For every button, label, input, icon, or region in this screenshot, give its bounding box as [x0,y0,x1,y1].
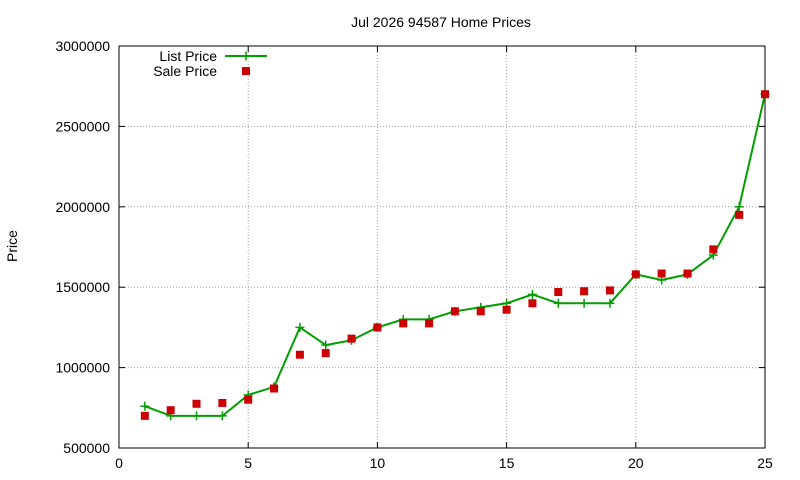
data-point-sale-price [140,411,149,420]
data-point-list-price [140,401,150,411]
data-point-list-price [579,298,589,308]
y-tick-label: 2000000 [55,199,110,215]
data-point-sale-price [270,384,279,393]
data-point-sale-price [683,269,692,278]
data-point-list-price [295,322,305,332]
series-list-price [140,89,770,421]
data-point-list-price [734,202,744,212]
data-point-list-price [321,340,331,350]
data-point-list-price [217,411,227,421]
data-point-sale-price [295,350,304,359]
data-point-sale-price [218,398,227,407]
ticks-layer: 0 5 10 15 20 25 500000 1000000 1500000 2000000 250… [55,38,773,471]
y-tick-label: 500000 [63,440,110,456]
data-point-list-price [192,411,202,421]
data-point-sale-price [166,406,175,415]
legend-label-list-price: List Price [159,48,217,64]
x-tick-label: 10 [370,455,386,471]
data-point-sale-price [735,210,744,219]
data-point-sale-price [761,90,769,99]
data-point-sale-price [450,307,459,316]
data-point-sale-price [657,269,666,278]
data-point-list-price [527,289,537,299]
series-sale-price [140,90,769,420]
series-layer [140,89,770,421]
data-point-sale-price [605,286,614,295]
data-point-list-price [605,298,615,308]
x-tick-label: 20 [628,455,644,471]
x-tick-label: 0 [115,455,123,471]
data-point-list-price [553,298,563,308]
y-axis-label: Price [4,230,20,262]
data-point-sale-price [631,270,640,279]
grid-layer [119,46,765,448]
data-point-sale-price [425,319,434,328]
y-tick-label: 1500000 [55,279,110,295]
y-tick-label: 1000000 [55,360,110,376]
data-point-sale-price [580,287,589,296]
legend-sample-sale-price [242,67,250,75]
legend-marker-sale-price [242,67,250,75]
data-point-sale-price [373,323,382,332]
y-tick-label: 2500000 [55,118,110,134]
data-point-sale-price [192,399,201,408]
y-tick-label: 3000000 [55,38,110,54]
legend-label-sale-price: Sale Price [153,63,217,79]
data-point-sale-price [476,307,485,316]
data-point-sale-price [321,349,330,358]
legend-sample-list-price [225,51,267,61]
data-point-sale-price [244,395,253,404]
data-point-sale-price [528,299,537,308]
data-point-sale-price [709,245,718,254]
legend: List Price Sale Price [153,48,267,79]
data-point-sale-price [347,334,356,343]
x-tick-label: 25 [757,455,773,471]
x-tick-label: 15 [499,455,515,471]
data-point-sale-price [502,305,511,314]
chart-title: Jul 2026 94587 Home Prices [351,14,531,30]
plot-frame [118,45,766,449]
plot-border [118,45,766,449]
data-point-sale-price [554,288,563,297]
x-tick-label: 5 [244,455,252,471]
legend-marker-list-price [241,51,251,61]
data-point-sale-price [399,319,408,328]
